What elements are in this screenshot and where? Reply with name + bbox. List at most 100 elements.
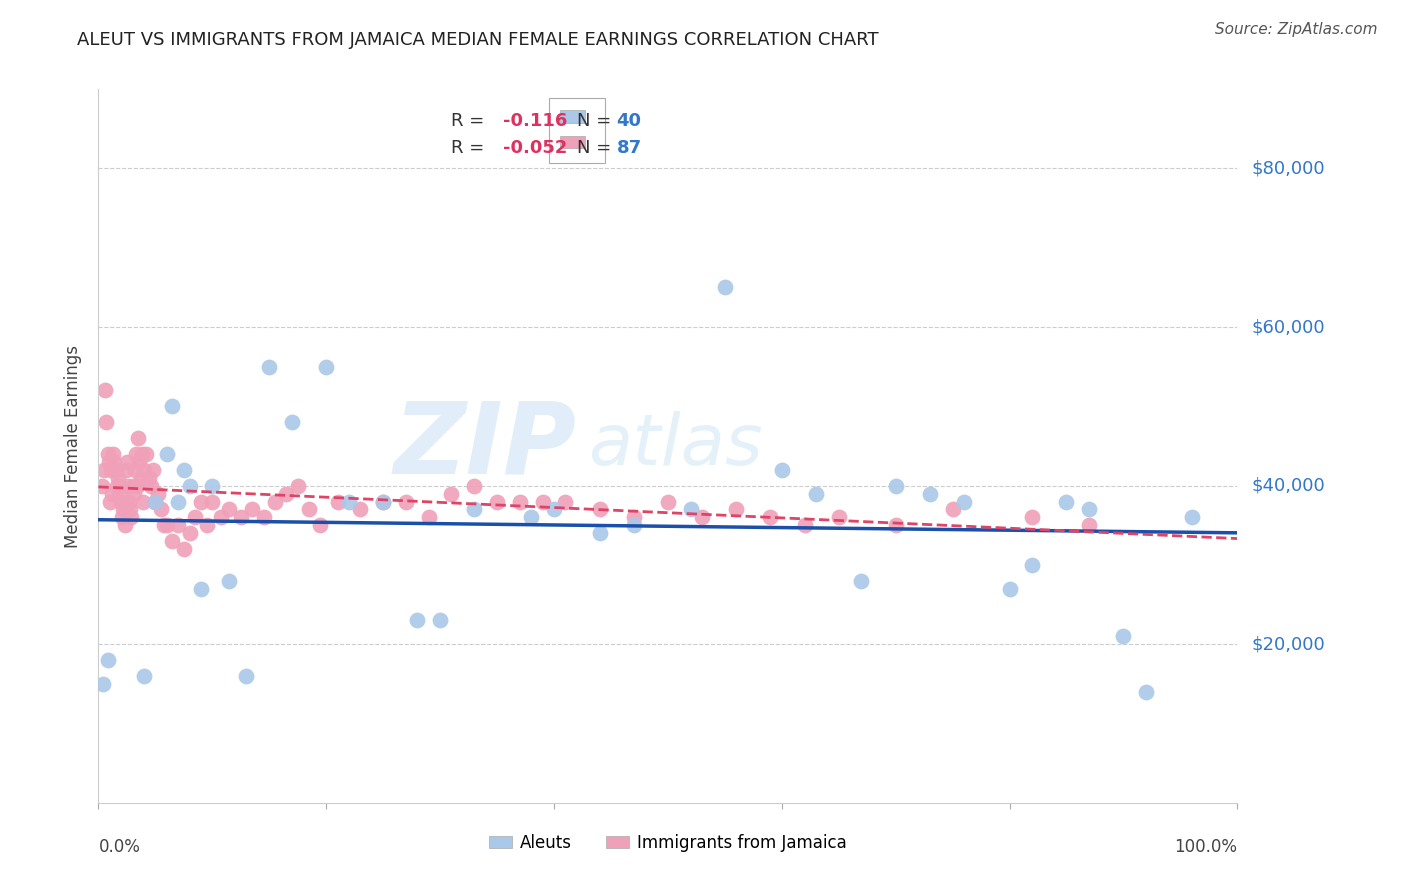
Point — [173, 542, 195, 557]
Point — [128, 455, 150, 469]
Point — [588, 526, 610, 541]
Point — [96, 415, 118, 429]
Point — [201, 494, 224, 508]
Point — [184, 510, 207, 524]
Point — [1135, 685, 1157, 699]
Legend: Aleuts, Immigrants from Jamaica: Aleuts, Immigrants from Jamaica — [482, 828, 853, 859]
Point — [190, 494, 212, 508]
Point — [108, 478, 131, 492]
Point — [94, 384, 117, 398]
Point — [135, 447, 157, 461]
Point — [156, 518, 179, 533]
Point — [101, 486, 124, 500]
Point — [725, 502, 748, 516]
Text: atlas: atlas — [588, 411, 762, 481]
Point — [103, 455, 125, 469]
Point — [309, 518, 332, 533]
Point — [132, 669, 155, 683]
Point — [828, 510, 851, 524]
Point — [132, 494, 155, 508]
Point — [105, 478, 128, 492]
Point — [520, 510, 543, 524]
Point — [117, 478, 139, 492]
Point — [240, 502, 263, 516]
Point — [162, 534, 184, 549]
Point — [114, 518, 136, 533]
Point — [235, 669, 257, 683]
Point — [218, 502, 240, 516]
Point — [131, 447, 153, 461]
Point — [998, 582, 1021, 596]
Point — [690, 510, 713, 524]
Point — [120, 510, 142, 524]
Point — [97, 455, 120, 469]
Point — [173, 463, 195, 477]
Point — [167, 518, 190, 533]
Point — [146, 486, 169, 500]
Text: 0.0%: 0.0% — [98, 838, 141, 856]
Point — [122, 486, 145, 500]
Point — [657, 494, 679, 508]
Point — [259, 359, 281, 374]
Text: Source: ZipAtlas.com: Source: ZipAtlas.com — [1215, 22, 1378, 37]
Point — [179, 478, 201, 492]
Point — [132, 463, 155, 477]
Point — [463, 502, 485, 516]
Point — [714, 280, 737, 294]
Point — [167, 494, 190, 508]
Point — [100, 463, 122, 477]
Point — [918, 486, 941, 500]
Point — [337, 494, 360, 508]
Point — [218, 574, 240, 588]
Point — [770, 463, 793, 477]
Point — [107, 471, 129, 485]
Point — [93, 463, 115, 477]
Point — [190, 582, 212, 596]
Point — [371, 494, 394, 508]
Point — [96, 653, 118, 667]
Text: 87: 87 — [617, 139, 641, 157]
Point — [349, 502, 371, 516]
Y-axis label: Median Female Earnings: Median Female Earnings — [65, 344, 83, 548]
Text: N =: N = — [576, 139, 617, 157]
Point — [440, 486, 463, 500]
Point — [1181, 510, 1204, 524]
Point — [145, 494, 167, 508]
Point — [129, 471, 152, 485]
Point — [851, 574, 873, 588]
Point — [179, 526, 201, 541]
Point — [1112, 629, 1135, 643]
Point — [1021, 558, 1043, 572]
Text: N =: N = — [576, 112, 617, 130]
Point — [150, 502, 173, 516]
Text: $80,000: $80,000 — [1251, 160, 1324, 178]
Point — [276, 486, 298, 500]
Text: 100.0%: 100.0% — [1174, 838, 1237, 856]
Point — [201, 478, 224, 492]
Point — [884, 518, 907, 533]
Text: ALEUT VS IMMIGRANTS FROM JAMAICA MEDIAN FEMALE EARNINGS CORRELATION CHART: ALEUT VS IMMIGRANTS FROM JAMAICA MEDIAN … — [77, 31, 879, 49]
Point — [114, 463, 136, 477]
Point — [406, 614, 429, 628]
Point — [111, 510, 134, 524]
Text: R =: R = — [451, 139, 491, 157]
Point — [1054, 494, 1078, 508]
Point — [1021, 510, 1043, 524]
Point — [91, 677, 114, 691]
Point — [98, 494, 121, 508]
Point — [1078, 502, 1101, 516]
Point — [120, 502, 142, 516]
Point — [264, 494, 287, 508]
Point — [543, 502, 565, 516]
Point — [326, 494, 349, 508]
Point — [96, 447, 118, 461]
Text: -0.116: -0.116 — [503, 112, 567, 130]
Point — [252, 510, 274, 524]
Point — [110, 494, 132, 508]
Point — [139, 478, 162, 492]
Text: 40: 40 — [617, 112, 641, 130]
Point — [418, 510, 440, 524]
Point — [90, 478, 112, 492]
Point — [108, 486, 131, 500]
Point — [145, 494, 167, 508]
